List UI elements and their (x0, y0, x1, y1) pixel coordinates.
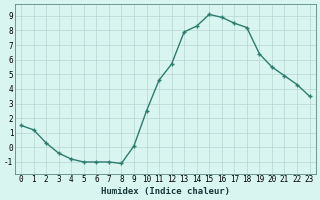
X-axis label: Humidex (Indice chaleur): Humidex (Indice chaleur) (101, 187, 230, 196)
